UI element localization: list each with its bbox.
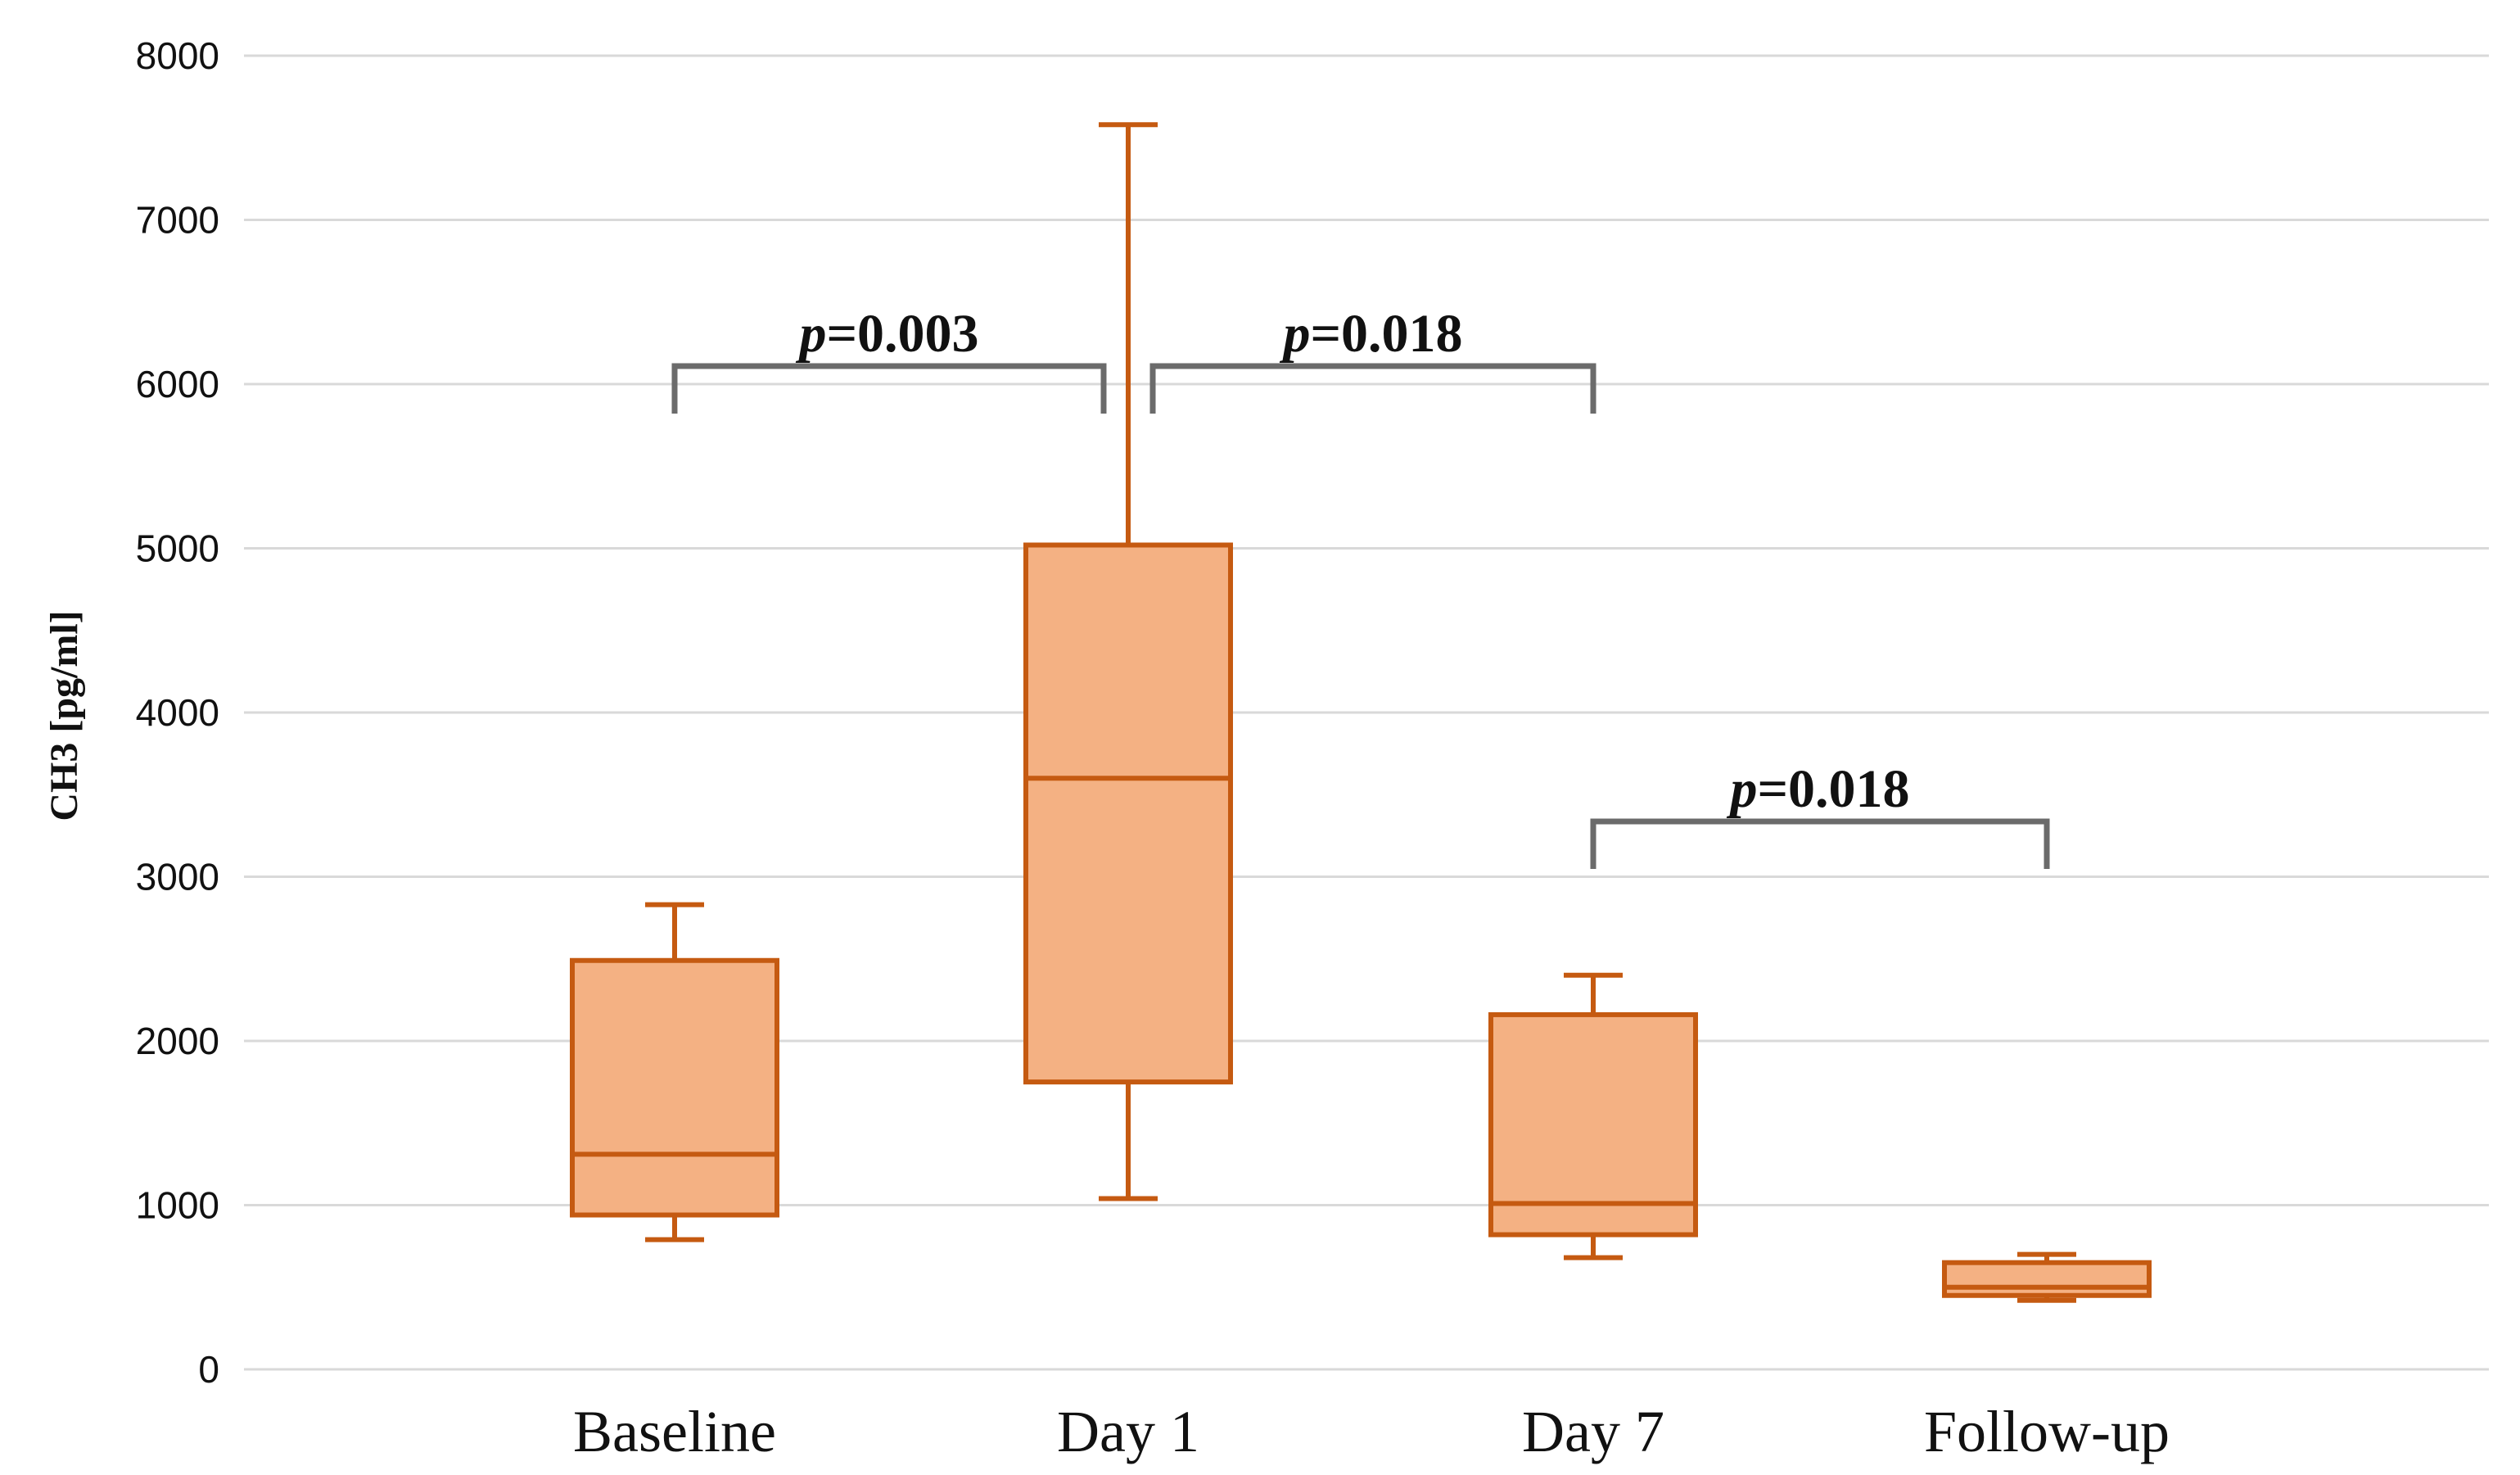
iqr-box xyxy=(1488,1011,1698,1237)
x-category-label: Day 1 xyxy=(1057,1399,1199,1464)
y-tick-label: 7000 xyxy=(136,199,219,242)
y-tick-label: 2000 xyxy=(136,1020,219,1062)
p-value-label: p=0.018 xyxy=(1279,304,1462,364)
x-category-label: Follow-up xyxy=(1924,1399,2170,1464)
y-axis-ticks: 0 1000 2000 3000 4000 5000 6000 7000 8000 xyxy=(136,34,219,1391)
iqr-box xyxy=(1942,1260,2152,1298)
p-symbol: p xyxy=(795,304,826,364)
bracket-line xyxy=(671,363,1107,414)
y-tick-label: 5000 xyxy=(136,527,219,570)
p-symbol: p xyxy=(1279,304,1310,364)
p-value: =0.018 xyxy=(1757,759,1909,819)
box-baseline xyxy=(570,902,779,1242)
p-symbol: p xyxy=(1726,759,1757,819)
p-value-label: p=0.018 xyxy=(1726,759,1909,819)
boxes xyxy=(570,122,2152,1303)
box-day-1 xyxy=(1023,122,1233,1201)
box-follow-up xyxy=(1942,1251,2152,1303)
significance-bracket: p=0.018 xyxy=(1149,304,1596,414)
significance-bracket: p=0.003 xyxy=(671,304,1107,414)
y-axis-label: CH3 [pg/ml] xyxy=(43,610,86,821)
p-value: =0.003 xyxy=(826,304,978,364)
bracket-line xyxy=(1590,818,2050,869)
y-tick-label: 1000 xyxy=(136,1184,219,1227)
p-value: =0.018 xyxy=(1310,304,1462,364)
x-category-label: Day 7 xyxy=(1522,1399,1664,1464)
iqr-box xyxy=(1023,542,1233,1085)
x-category-label: Baseline xyxy=(573,1399,776,1464)
y-tick-label: 3000 xyxy=(136,856,219,898)
x-axis-categories: Baseline Day 1 Day 7 Follow-up xyxy=(573,1399,2170,1464)
y-tick-label: 0 xyxy=(198,1348,219,1391)
p-value-label: p=0.003 xyxy=(795,304,978,364)
iqr-box xyxy=(570,957,779,1218)
y-tick-label: 4000 xyxy=(136,691,219,734)
significance-bracket: p=0.018 xyxy=(1590,759,2050,869)
y-tick-label: 8000 xyxy=(136,34,219,77)
box-day-7 xyxy=(1488,972,1698,1260)
y-tick-label: 6000 xyxy=(136,363,219,405)
bracket-line xyxy=(1149,363,1596,414)
